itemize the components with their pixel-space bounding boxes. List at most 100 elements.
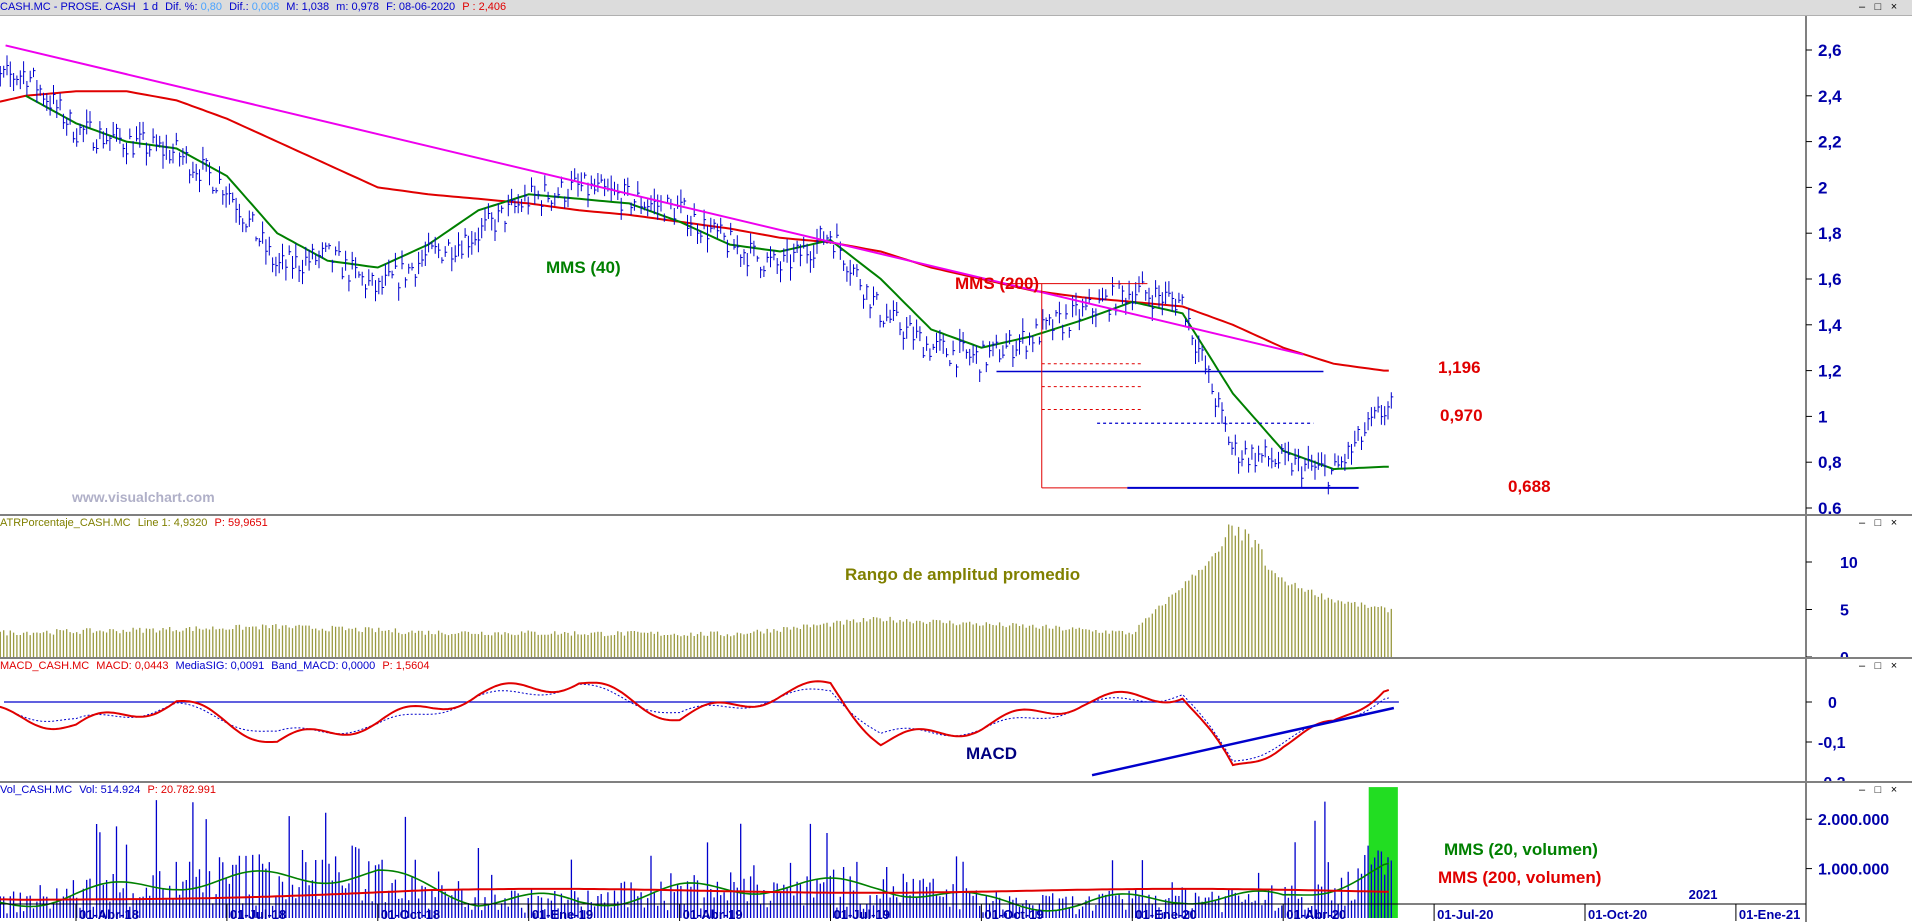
minimize-button[interactable]: – xyxy=(1858,517,1866,529)
close-button[interactable]: × xyxy=(1890,660,1898,672)
vol-mms20-label: MMS (20, volumen) xyxy=(1444,840,1598,859)
macd-name: MACD_CASH.MC xyxy=(0,660,90,672)
close-button[interactable]: × xyxy=(1890,1,1898,13)
y-tick-label: 0,8 xyxy=(1818,453,1842,472)
macd-chart[interactable]: 0 -0,1 -0,2 MACD xyxy=(0,659,1912,783)
atr-name: ATRPorcentaje_CASH.MC xyxy=(0,517,131,529)
vol-caption: Vol: xyxy=(79,784,98,796)
x-tick-label: 01-Oct-20 xyxy=(1588,907,1647,922)
volume-chart[interactable]: 2.000.000 1.000.000 MMS (20, volumen) MMS… xyxy=(0,783,1912,922)
volume-mms20-line xyxy=(0,862,1389,912)
vol-p-caption: P: xyxy=(147,784,158,796)
price-panel[interactable]: CASH.MC - PROSE. CASH 1 d Dif. %: 0,80 D… xyxy=(0,0,1912,516)
y-tick-label: -0,2 xyxy=(1818,775,1846,783)
date-value: 08-06-2020 xyxy=(398,1,456,13)
y-tick-label: 0,6 xyxy=(1818,499,1842,516)
atr-bars xyxy=(0,524,1392,657)
macd-sig-caption: MediaSIG: xyxy=(175,660,228,672)
mms200-annotation: MMS (200) xyxy=(955,274,1039,293)
symbol-label: CASH.MC - PROSE. CASH xyxy=(0,1,136,13)
maximize-button[interactable]: □ xyxy=(1874,784,1882,796)
macd-band-caption: Band_MACD: xyxy=(271,660,339,672)
y-tick-label: 2 xyxy=(1818,178,1827,197)
y-tick-label: 0 xyxy=(1828,695,1837,712)
vol-value: 514.924 xyxy=(100,784,141,796)
maximize-button[interactable]: □ xyxy=(1874,517,1882,529)
macd-p-value: 1,5604 xyxy=(395,660,430,672)
max-caption: M: xyxy=(286,1,299,13)
dif-caption: Dif.: xyxy=(229,1,249,13)
macd-panel[interactable]: MACD_CASH.MC MACD: 0,0443 MediaSIG: 0,00… xyxy=(0,659,1912,783)
price-bars xyxy=(0,55,1394,495)
atr-panel-header: ATRPorcentaje_CASH.MC Line 1: 4,9320 P: … xyxy=(0,516,1912,531)
atr-panel[interactable]: ATRPorcentaje_CASH.MC Line 1: 4,9320 P: … xyxy=(0,516,1912,659)
y-tick-label: 2,4 xyxy=(1818,87,1842,106)
atr-title: Rango de amplitud promedio xyxy=(845,565,1080,584)
dif-pct-caption: Dif. %: xyxy=(165,1,198,13)
trend-line xyxy=(5,44,1304,356)
vol-mms200-label: MMS (200, volumen) xyxy=(1438,868,1601,887)
panel-separator[interactable] xyxy=(0,781,1912,783)
macd-caption: MACD: xyxy=(96,660,132,672)
panel-separator[interactable] xyxy=(0,514,1912,516)
price-window-buttons: – □ × xyxy=(1856,1,1904,13)
x-tick-label: 01-Oct-18 xyxy=(381,907,440,922)
minimize-button[interactable]: – xyxy=(1858,784,1866,796)
y-tick-label: 1,8 xyxy=(1818,224,1842,243)
y-tick-label: 5 xyxy=(1840,603,1849,620)
date-caption: F: xyxy=(386,1,396,13)
macd-line xyxy=(0,680,1390,767)
dif-pct-value: 0,80 xyxy=(200,1,222,13)
x-tick-label: 01-Jul-18 xyxy=(230,907,286,922)
macd-value: 0,0443 xyxy=(134,660,169,672)
max-value: 1,038 xyxy=(301,1,330,13)
min-caption: m: xyxy=(336,1,349,13)
level-0970-label: 0,970 xyxy=(1440,406,1483,425)
min-value: 0,978 xyxy=(351,1,379,13)
minimize-button[interactable]: – xyxy=(1858,660,1866,672)
x-tick-label: 01-Abr-19 xyxy=(683,907,743,922)
price-chart[interactable]: 2,6 2,4 2,2 2 1,8 1,6 1,4 1,2 1 0,8 0,6 www.visual… xyxy=(0,16,1912,516)
volume-highlight xyxy=(1368,787,1398,918)
y-tick-label: -0,1 xyxy=(1818,735,1846,752)
macd-sig-value: 0,0091 xyxy=(230,660,265,672)
y-tick-label: 2,6 xyxy=(1818,41,1842,60)
x-tick-label: 01-Ene-20 xyxy=(1135,907,1196,922)
macd-window-buttons: – □ × xyxy=(1856,660,1904,672)
mms40-line xyxy=(25,94,1389,471)
watermark: www.visualchart.com xyxy=(71,489,215,505)
x-tick-label: 01-Abr-20 xyxy=(1286,907,1346,922)
y-tick-label: 1,6 xyxy=(1818,270,1842,289)
x-tick-label: 01-Jul-20 xyxy=(1437,907,1493,922)
y-tick-label: 1.000.000 xyxy=(1818,862,1889,879)
minimize-button[interactable]: – xyxy=(1858,1,1866,13)
macd-divergence-line xyxy=(1091,706,1395,777)
atr-p-value: 59,9651 xyxy=(227,517,268,529)
volume-panel[interactable]: Vol_CASH.MC Vol: 514.924 P: 20.782.991 –… xyxy=(0,783,1912,922)
price-caption: P : xyxy=(462,1,476,13)
y-tick-label: 2,2 xyxy=(1818,133,1842,152)
y-tick-label: 0 xyxy=(1840,650,1849,659)
level-0688-label: 0,688 xyxy=(1508,477,1551,496)
x-tick-label: 01-Abr-18 xyxy=(79,907,139,922)
maximize-button[interactable]: □ xyxy=(1874,1,1882,13)
x-tick-label: 01-Ene-19 xyxy=(532,907,593,922)
macd-signal-line xyxy=(0,683,1389,762)
x-tick-label: 01-Oct-19 xyxy=(984,907,1043,922)
interval-label: 1 d xyxy=(142,1,159,13)
close-button[interactable]: × xyxy=(1890,517,1898,529)
close-button[interactable]: × xyxy=(1890,784,1898,796)
volume-mms200-line xyxy=(0,887,1389,901)
macd-title: MACD xyxy=(966,744,1017,763)
atr-chart[interactable]: 10 5 0 Rango de amplitud promedio xyxy=(0,516,1912,659)
y-tick-label: 2.000.000 xyxy=(1818,812,1889,829)
maximize-button[interactable]: □ xyxy=(1874,660,1882,672)
mms200-line xyxy=(0,90,1389,372)
x-tick-label: 01-Ene-21 xyxy=(1739,907,1800,922)
atr-line-caption: Line 1: xyxy=(137,517,171,529)
volume-panel-header: Vol_CASH.MC Vol: 514.924 P: 20.782.991 –… xyxy=(0,783,1912,798)
y-tick-label: 10 xyxy=(1840,555,1858,572)
level-1196-label: 1,196 xyxy=(1438,358,1481,377)
panel-separator[interactable] xyxy=(0,657,1912,659)
x-tick-label: 01-Jul-19 xyxy=(834,907,890,922)
